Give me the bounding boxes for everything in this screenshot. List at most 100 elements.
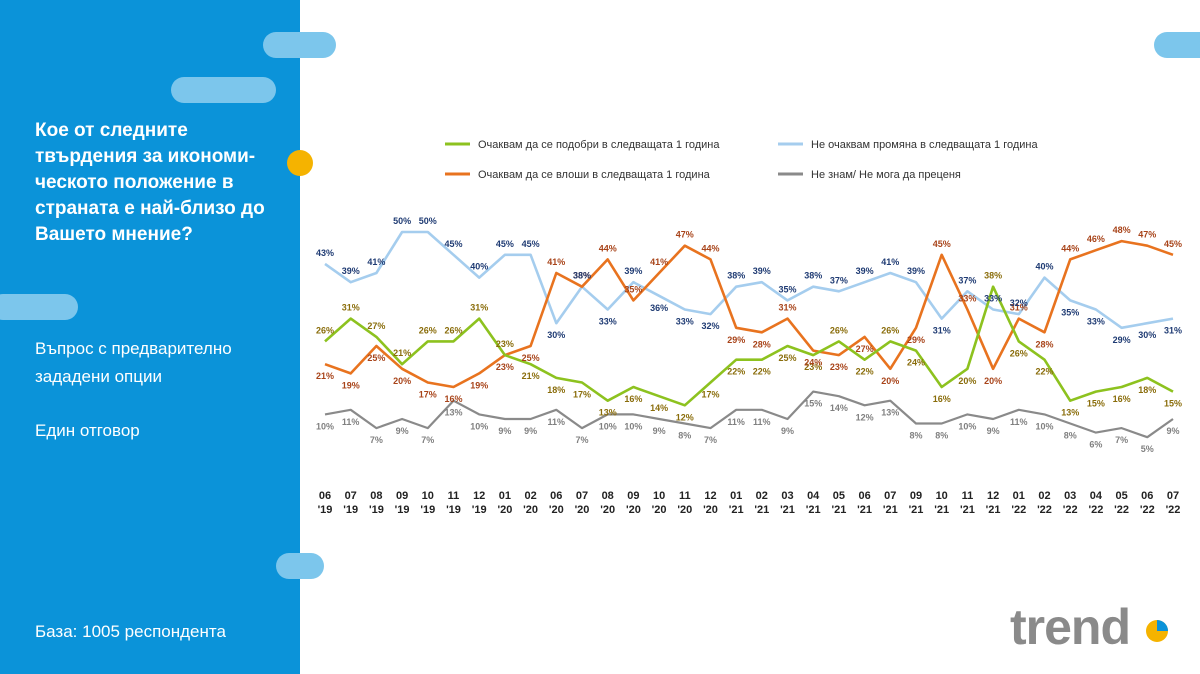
data-label: 9% bbox=[781, 426, 794, 436]
data-label: 8% bbox=[909, 431, 922, 441]
data-label: 7% bbox=[421, 435, 434, 445]
data-label: 9% bbox=[498, 426, 511, 436]
data-label: 47% bbox=[676, 230, 694, 240]
data-label: 33% bbox=[958, 294, 976, 304]
data-label: 32% bbox=[1010, 298, 1028, 308]
data-label: 38% bbox=[727, 271, 745, 281]
data-label: 35% bbox=[624, 284, 642, 294]
x-tick-label: 12 bbox=[704, 490, 716, 502]
data-label: 9% bbox=[524, 426, 537, 436]
data-label: 10% bbox=[599, 421, 617, 431]
x-tick-year: '22 bbox=[1114, 504, 1129, 516]
data-label: 9% bbox=[987, 426, 1000, 436]
data-label: 47% bbox=[1138, 230, 1156, 240]
x-tick-label: 12 bbox=[987, 490, 999, 502]
x-tick-label: 07 bbox=[884, 490, 896, 502]
x-tick-label: 08 bbox=[370, 490, 382, 502]
data-label: 8% bbox=[678, 431, 691, 441]
x-tick-year: '20 bbox=[703, 504, 718, 516]
data-label: 50% bbox=[393, 216, 411, 226]
data-label: 21% bbox=[316, 371, 334, 381]
x-tick-label: 06 bbox=[550, 490, 562, 502]
data-label: 38% bbox=[984, 271, 1002, 281]
data-label: 28% bbox=[1035, 339, 1053, 349]
data-label: 20% bbox=[958, 376, 976, 386]
data-label: 39% bbox=[856, 266, 874, 276]
data-label: 19% bbox=[342, 380, 360, 390]
chart-lines bbox=[324, 230, 1174, 439]
answer-type-note: Един отговор bbox=[35, 421, 140, 440]
x-tick-label: 11 bbox=[448, 490, 460, 502]
data-label: 26% bbox=[316, 325, 334, 335]
x-tick-year: '19 bbox=[420, 504, 435, 516]
data-label: 46% bbox=[1087, 234, 1105, 244]
data-label: 10% bbox=[470, 421, 488, 431]
x-tick-label: 10 bbox=[422, 490, 434, 502]
data-label: 25% bbox=[778, 353, 796, 363]
data-label: 10% bbox=[316, 421, 334, 431]
data-label: 10% bbox=[624, 421, 642, 431]
data-label: 25% bbox=[522, 353, 540, 363]
data-label: 11% bbox=[1010, 417, 1028, 427]
x-tick-label: 11 bbox=[679, 490, 691, 502]
data-label: 23% bbox=[804, 362, 822, 372]
data-label: 45% bbox=[444, 239, 462, 249]
x-tick-year: '22 bbox=[1063, 504, 1078, 516]
data-label: 7% bbox=[370, 435, 383, 445]
x-tick-label: 03 bbox=[1064, 490, 1076, 502]
x-tick-year: '21 bbox=[960, 504, 975, 516]
trend-logo: trend bbox=[1010, 599, 1168, 654]
data-label: 29% bbox=[907, 335, 925, 345]
data-label: 27% bbox=[856, 344, 874, 354]
x-tick-label: 07 bbox=[576, 490, 588, 502]
data-label: 44% bbox=[599, 243, 617, 253]
data-label: 11% bbox=[548, 417, 566, 427]
data-label: 40% bbox=[470, 262, 488, 272]
data-label: 23% bbox=[496, 362, 514, 372]
sidebar: Кое от следните твърдения за икономи-чес… bbox=[0, 0, 300, 674]
decorative-dot bbox=[287, 150, 313, 176]
data-label: 31% bbox=[933, 326, 951, 336]
x-tick-year: '21 bbox=[986, 504, 1001, 516]
data-label: 15% bbox=[1164, 399, 1182, 409]
x-tick-year: '20 bbox=[626, 504, 641, 516]
x-tick-label: 01 bbox=[499, 490, 511, 502]
data-label: 26% bbox=[444, 325, 462, 335]
x-tick-label: 02 bbox=[1038, 490, 1050, 502]
data-label: 33% bbox=[676, 317, 694, 327]
data-label: 7% bbox=[575, 435, 588, 445]
data-label: 18% bbox=[547, 385, 565, 395]
data-label: 13% bbox=[1061, 408, 1079, 418]
data-label: 37% bbox=[830, 275, 848, 285]
data-label: 29% bbox=[1113, 335, 1131, 345]
data-label: 28% bbox=[753, 339, 771, 349]
data-label: 45% bbox=[933, 239, 951, 249]
x-tick-year: '20 bbox=[497, 504, 512, 516]
x-tick-year: '20 bbox=[600, 504, 615, 516]
data-label: 21% bbox=[522, 371, 540, 381]
data-label: 13% bbox=[599, 408, 617, 418]
x-tick-label: 01 bbox=[730, 490, 742, 502]
data-label: 32% bbox=[701, 321, 719, 331]
data-label: 45% bbox=[522, 239, 540, 249]
x-tick-label: 06 bbox=[1141, 490, 1153, 502]
data-label: 19% bbox=[470, 380, 488, 390]
x-tick-label: 06 bbox=[858, 490, 870, 502]
question-text: Кое от следните твърдения за икономи-чес… bbox=[35, 120, 265, 245]
data-label: 44% bbox=[701, 243, 719, 253]
data-label: 20% bbox=[881, 376, 899, 386]
x-tick-label: 05 bbox=[833, 490, 845, 502]
series-line bbox=[324, 390, 1174, 439]
data-label: 26% bbox=[830, 325, 848, 335]
data-label: 38% bbox=[573, 271, 591, 281]
data-label: 20% bbox=[393, 376, 411, 386]
data-label: 7% bbox=[704, 435, 717, 445]
data-label: 15% bbox=[1087, 399, 1105, 409]
x-tick-label: 09 bbox=[910, 490, 922, 502]
data-label: 18% bbox=[1138, 385, 1156, 395]
x-tick-year: '22 bbox=[1011, 504, 1026, 516]
decorative-pill bbox=[0, 294, 78, 320]
x-tick-year: '19 bbox=[343, 504, 358, 516]
x-tick-year: '21 bbox=[909, 504, 924, 516]
x-tick-label: 09 bbox=[627, 490, 639, 502]
